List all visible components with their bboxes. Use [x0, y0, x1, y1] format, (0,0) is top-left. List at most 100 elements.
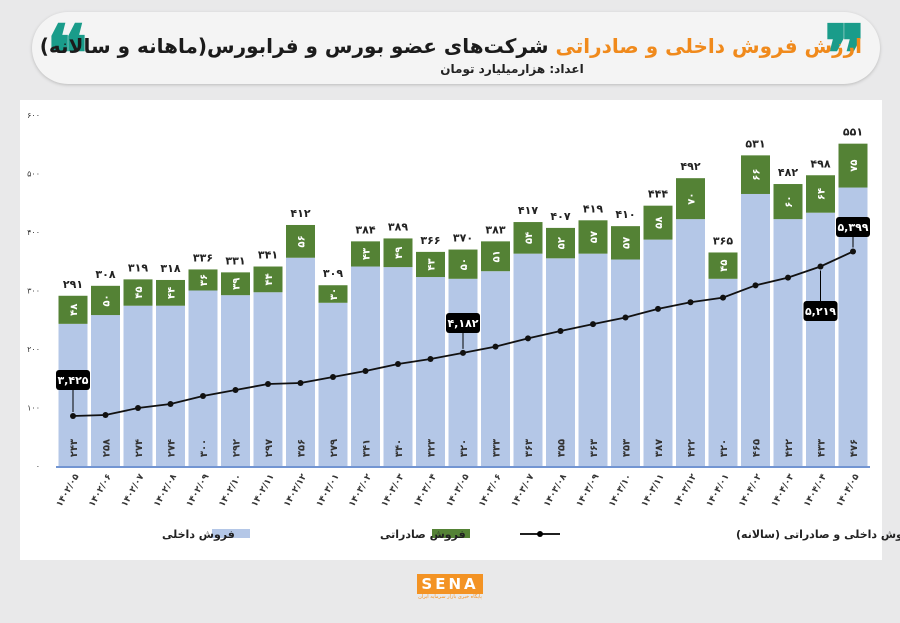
total-label: ۳۱۸ — [160, 262, 180, 275]
export-label: ۴۵ — [134, 286, 145, 298]
domestic-label: ۳۲۳ — [427, 439, 438, 457]
x-tick-label: ۱۴۰۲/۰۹ — [185, 472, 212, 509]
domestic-label: ۲۷۴ — [167, 439, 178, 457]
line-point — [427, 356, 434, 362]
bar-export — [383, 238, 413, 268]
line-point — [330, 374, 336, 380]
line-point — [655, 305, 661, 312]
domestic-label: ۴۶۵ — [752, 439, 763, 457]
export-label: ۴۵ — [719, 260, 730, 272]
line-point — [687, 299, 694, 306]
annotation-box — [446, 313, 480, 333]
domestic-label: ۲۹۷ — [264, 439, 275, 457]
domestic-label: ۴۲۲ — [784, 439, 795, 457]
x-tick-label: ۱۴۰۲/۰۷ — [120, 472, 147, 509]
x-tick-label: ۱۴۰۳/۰۹ — [575, 472, 602, 509]
x-tick-label: ۱۴۰۳/۰۳ — [380, 472, 407, 509]
total-label: ۳۶۵ — [713, 234, 733, 247]
domestic-label: ۳۴۰ — [394, 439, 405, 457]
line-point — [297, 380, 304, 386]
line-point — [265, 381, 271, 387]
bar-export — [91, 285, 120, 316]
total-label: ۴۱۹ — [583, 202, 603, 215]
bar-export — [416, 251, 445, 278]
y-tick-label: ۳۰۰ — [27, 287, 40, 296]
y-tick-label: ۴۰۰ — [27, 228, 40, 237]
line-point — [557, 328, 564, 334]
domestic-label: ۴۳۳ — [817, 439, 828, 457]
export-label: ۶۶ — [752, 169, 763, 181]
export-label: ۵۰ — [459, 258, 470, 270]
bar-export — [448, 249, 478, 279]
bar-domestic — [546, 258, 575, 466]
domestic-label: ۳۶۳ — [524, 439, 535, 457]
export-label: ۳۹ — [232, 278, 243, 290]
y-tick-label: ۵۰۰ — [27, 170, 40, 179]
total-label: ۳۶۶ — [420, 234, 440, 247]
bar-export — [513, 222, 543, 254]
line-point — [460, 349, 466, 356]
annotation-box — [803, 301, 838, 321]
bar-export — [676, 178, 705, 220]
legend-label-domestic: فروش داخلی — [162, 528, 235, 541]
legend-swatch-export — [432, 529, 470, 538]
domestic-label: ۳۵۳ — [622, 439, 633, 457]
x-tick-label: ۱۴۰۴/۰۵ — [835, 472, 862, 509]
x-tick-label: ۱۴۰۲/۱۱ — [250, 473, 277, 509]
x-tick-label: ۱۴۰۳/۱۲ — [672, 472, 699, 509]
bar-domestic — [676, 219, 705, 466]
x-tick-label: ۱۴۰۲/۰۵ — [55, 472, 82, 509]
export-label: ۳۰ — [329, 288, 340, 300]
x-tick-label: ۱۴۰۳/۰۵ — [445, 472, 472, 509]
export-label: ۷۵ — [849, 159, 860, 171]
line-point — [70, 413, 76, 419]
x-tick-label: ۱۴۰۳/۱۰ — [607, 473, 634, 509]
x-tick-label: ۱۴۰۲/۰۶ — [87, 473, 114, 509]
y-tick-label: ۱۰۰ — [27, 404, 40, 413]
total-label: ۳۸۴ — [355, 223, 375, 236]
export-label: ۴۹ — [394, 247, 405, 259]
bar-domestic — [643, 239, 673, 466]
total-label: ۴۱۲ — [290, 207, 310, 220]
line-point — [622, 314, 629, 321]
export-label: ۵۱ — [492, 250, 503, 262]
bar-domestic — [351, 266, 380, 466]
bar-domestic — [741, 193, 770, 466]
bar-export — [221, 272, 250, 296]
domestic-label: ۴۲۲ — [687, 439, 698, 457]
line-point — [492, 343, 499, 350]
line-point — [167, 401, 174, 407]
bar-domestic — [578, 253, 608, 466]
page-subtitle: اعداد: هزارمیلیارد تومان — [440, 62, 584, 76]
bar-domestic — [481, 271, 510, 466]
x-tick-label: ۱۴۰۳/۰۷ — [510, 472, 537, 509]
line-point — [817, 263, 824, 270]
legend-swatch-domestic — [212, 529, 250, 538]
line-point — [785, 274, 791, 281]
export-label: ۴۳ — [427, 258, 438, 270]
x-tick-label: ۱۴۰۴/۰۴ — [802, 472, 829, 509]
line-point — [525, 335, 531, 342]
bar-domestic — [448, 278, 478, 466]
title-rest: شرکت‌های عضو بورس و فرابورس(ماهانه و سال… — [39, 34, 549, 58]
annotation-label: ۵,۲۱۹ — [805, 305, 836, 318]
total-label: ۳۰۸ — [95, 268, 115, 281]
y-tick-label: ۲۰۰ — [27, 345, 40, 354]
export-label: ۵۰ — [102, 294, 113, 306]
bar-export — [806, 175, 835, 213]
bar-domestic — [318, 302, 348, 466]
annotation-label: ۳,۴۲۵ — [57, 374, 88, 387]
x-tick-label: ۱۴۰۲/۱۰ — [217, 473, 244, 509]
logo-tagline: پایگاه خبری بازار سرمایه ایران — [418, 594, 482, 600]
domestic-label: ۲۵۸ — [102, 439, 113, 457]
bar-export — [123, 279, 153, 306]
export-label: ۵۴ — [524, 232, 535, 244]
legend-label-line: مجموع فروش داخلی و صادراتی (سالانه) — [736, 528, 900, 541]
domestic-label: ۳۰۰ — [199, 439, 210, 457]
footer-logo: SENA پایگاه خبری بازار سرمایه ایران — [410, 574, 490, 610]
bar-export — [188, 269, 218, 291]
total-label: ۳۷۰ — [453, 232, 473, 245]
bar-export — [351, 241, 380, 267]
export-label: ۴۴ — [167, 287, 178, 299]
line-point — [720, 294, 726, 301]
